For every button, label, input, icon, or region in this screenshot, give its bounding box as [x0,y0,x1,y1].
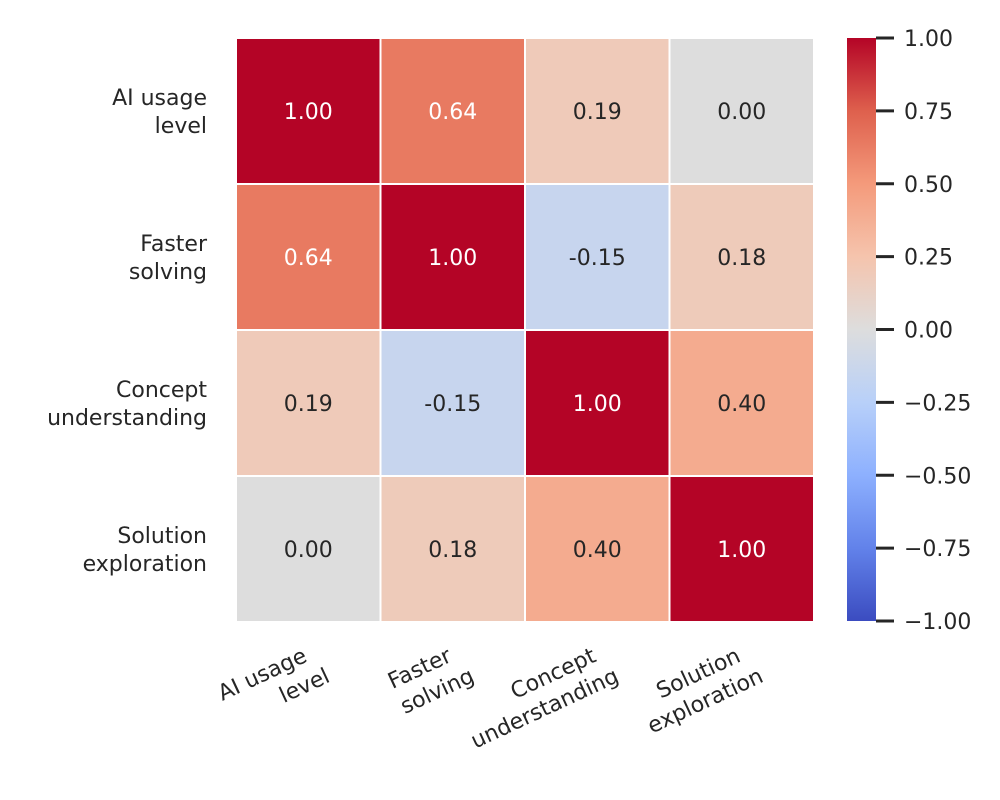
heatmap-cell-value: -0.15 [569,246,626,271]
heatmap-cell-rect [379,475,526,623]
heatmap-cell-value: 1.00 [428,246,477,271]
colorbar-tick-label: −0.25 [904,391,971,416]
colorbar-tick-label: 1.00 [904,27,953,52]
y-tick-label: AI usage level [112,86,207,139]
heatmap-cell-rect [668,475,815,623]
y-tick-label-line: exploration [83,552,207,577]
heatmap-cell-rect [235,475,382,623]
colorbar-tick-label: 0.00 [904,319,953,344]
colorbar-tick-label: −1.00 [904,610,971,635]
heatmap-cell: 0.18 [379,475,526,623]
heatmap-cell: 1.00 [668,475,815,623]
heatmap-cell-rect [524,37,671,185]
heatmap-cell: 0.19 [524,37,671,185]
heatmap-cell-value: 1.00 [284,100,333,125]
heatmap-cell-rect [668,183,815,331]
heatmap-cell-value: 0.64 [284,246,333,271]
heatmap-cell-value: 0.19 [284,392,333,417]
heatmap-cell-value: 0.40 [573,538,622,563]
heatmap-cell: -0.15 [379,329,526,477]
heatmap-cells: 1.00 0.64 0.19 0.00 0.64 1.00 -0.15 0.18 0.19 -0.… [235,37,815,623]
y-tick-label: Solution exploration [83,524,207,577]
y-tick-label-line: level [155,114,207,139]
x-tick-label: Fastersolving [384,639,478,720]
x-tick-label-text: Fastersolving [384,639,478,720]
y-tick-label-line: solving [129,260,207,285]
heatmap-cell: 0.18 [668,183,815,331]
heatmap-cell: 1.00 [524,329,671,477]
heatmap-cell-value: 1.00 [717,538,766,563]
colorbar-tick-label: −0.50 [904,464,971,489]
colorbar: 1.00 0.75 0.50 0.25 0.00 −0.25 −0.50 −0.75 −1.00 [847,27,971,635]
heatmap-cell: 0.19 [235,329,382,477]
colorbar-tick-label: −0.75 [904,537,971,562]
heatmap-cell: 0.40 [524,475,671,623]
heatmap-cell-rect [379,329,526,477]
x-tick-label-text: AI usagelevel [214,639,333,732]
heatmap-cell-rect [379,37,526,185]
heatmap-cell: 0.00 [235,475,382,623]
heatmap-cell: 0.64 [235,183,382,331]
heatmap-cell-rect [235,37,382,185]
x-axis-labels: AI usagelevel Fastersolving Conceptunderst… [214,639,767,755]
heatmap-cell-rect [235,183,382,331]
heatmap-cell-value: 1.00 [573,392,622,417]
x-tick-label-text: Solutionexploration [632,639,767,740]
heatmap-cell: 0.64 [379,37,526,185]
heatmap-cell: 0.00 [668,37,815,185]
y-axis-labels: AI usage level Faster solving Concept underst… [47,86,208,577]
y-tick-label: Concept understanding [47,378,207,431]
heatmap-cell: 0.40 [668,329,815,477]
heatmap-cell-rect [668,37,815,185]
y-tick-label-line: understanding [47,406,207,431]
y-tick-label: Faster solving [129,232,208,285]
y-tick-label-line: Concept [116,378,207,403]
heatmap-cell-value: 0.18 [717,246,766,271]
heatmap-cell: 1.00 [235,37,382,185]
heatmap-cell-rect [379,183,526,331]
heatmap-cell: -0.15 [524,183,671,331]
y-tick-label-line: Solution [117,524,207,549]
heatmap-cell-value: 0.40 [717,392,766,417]
heatmap-cell-value: 0.00 [717,100,766,125]
heatmap-cell-value: 0.18 [428,538,477,563]
x-tick-label: Solutionexploration [632,639,767,740]
heatmap-cell-value: -0.15 [424,392,481,417]
heatmap-cell-value: 0.19 [573,100,622,125]
heatmap-cell: 1.00 [379,183,526,331]
x-tick-label: AI usagelevel [214,639,333,732]
y-tick-label-line: AI usage [112,86,207,111]
colorbar-tick-label: 0.75 [904,100,953,125]
colorbar-gradient [847,38,876,621]
heatmap-cell-rect [668,329,815,477]
heatmap-cell-value: 0.00 [284,538,333,563]
heatmap-cell-value: 0.64 [428,100,477,125]
colorbar-tick-label: 0.50 [904,173,953,198]
colorbar-tick-label: 0.25 [904,246,953,271]
x-tick-label: Conceptunderstanding [455,639,623,755]
x-tick-label-text: Conceptunderstanding [455,639,622,755]
y-tick-label-line: Faster [140,232,208,257]
